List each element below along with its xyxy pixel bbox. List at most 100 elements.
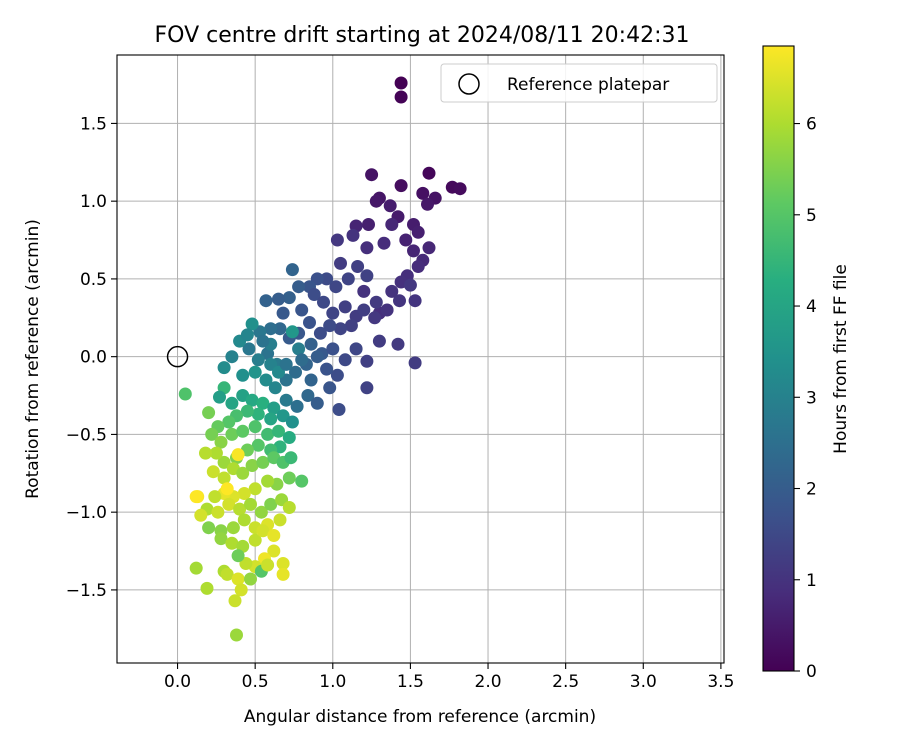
data-point xyxy=(226,521,240,535)
data-point xyxy=(261,474,275,488)
data-point xyxy=(256,524,270,538)
data-point xyxy=(330,368,344,382)
data-point xyxy=(408,356,422,370)
data-point xyxy=(383,199,397,213)
reference-marker-layer xyxy=(166,345,189,368)
data-point xyxy=(189,490,203,504)
data-point xyxy=(217,361,231,375)
data-point xyxy=(276,557,290,570)
data-point xyxy=(242,342,256,356)
data-point xyxy=(385,284,399,298)
data-point xyxy=(268,381,282,395)
data-point xyxy=(285,263,299,277)
data-point xyxy=(272,292,285,306)
data-point xyxy=(194,508,208,522)
legend-marker-icon xyxy=(458,73,480,95)
data-point xyxy=(394,179,408,193)
data-point xyxy=(295,303,309,317)
data-point xyxy=(334,322,347,336)
data-point xyxy=(217,455,231,469)
data-point xyxy=(307,288,321,301)
data-point xyxy=(256,455,270,469)
x-tick-label: 3.5 xyxy=(707,672,734,692)
data-point xyxy=(416,186,430,200)
data-point xyxy=(273,513,287,527)
x-axis-ticks: 0.0 0.5 1.0 1.5 2.0 2.5 3.0 3.5 xyxy=(164,663,734,692)
x-tick-label: 3.0 xyxy=(630,672,657,692)
data-point xyxy=(289,365,302,379)
colorbar-tick-label: 5 xyxy=(806,206,817,226)
data-point xyxy=(261,558,275,572)
data-point xyxy=(408,294,422,308)
data-point xyxy=(178,387,192,401)
data-point xyxy=(422,166,436,180)
data-point xyxy=(220,567,234,581)
data-point xyxy=(220,482,234,496)
data-point xyxy=(329,280,343,294)
data-point xyxy=(362,218,375,231)
data-point xyxy=(407,244,420,258)
data-point xyxy=(208,490,222,504)
data-point xyxy=(230,628,243,642)
data-point xyxy=(369,194,383,208)
data-point xyxy=(411,225,425,239)
legend-entry-reference-platepar: Reference platepar xyxy=(507,75,669,95)
data-point xyxy=(279,393,293,407)
y-tick-label: 1.5 xyxy=(80,114,107,134)
data-point xyxy=(202,521,216,535)
data-point xyxy=(254,505,268,519)
data-point xyxy=(240,328,254,342)
data-point xyxy=(261,427,275,441)
data-point xyxy=(206,465,220,479)
data-point xyxy=(248,482,262,496)
data-point xyxy=(330,233,344,247)
data-point xyxy=(273,322,287,336)
y-tick-label: 0.5 xyxy=(80,270,107,290)
data-point xyxy=(304,373,318,387)
data-point xyxy=(251,407,265,421)
y-tick-label: 1.0 xyxy=(80,192,107,212)
data-point xyxy=(323,319,337,333)
colorbar-gradient xyxy=(763,46,794,671)
data-point xyxy=(393,294,406,308)
data-point xyxy=(411,260,425,273)
data-point xyxy=(360,241,374,255)
data-point xyxy=(217,471,231,485)
colorbar-tick-label: 3 xyxy=(806,388,817,408)
y-tick-label: −1.0 xyxy=(66,503,107,523)
data-point xyxy=(211,505,225,519)
colorbar-tick-label: 1 xyxy=(806,571,817,591)
data-point xyxy=(225,396,239,410)
data-point xyxy=(394,90,408,104)
data-point xyxy=(391,337,405,351)
data-point xyxy=(244,497,257,511)
data-point xyxy=(245,317,259,331)
legend: Reference platepar xyxy=(440,63,718,103)
data-point xyxy=(334,256,347,270)
data-point xyxy=(372,334,386,348)
colorbar-tick-label: 2 xyxy=(806,480,817,500)
data-point xyxy=(256,334,270,348)
data-point xyxy=(199,446,212,460)
data-point xyxy=(360,269,374,283)
data-point xyxy=(267,401,281,415)
data-point xyxy=(245,459,259,472)
data-point xyxy=(351,260,365,273)
colorbar-tick-label: 0 xyxy=(806,662,817,682)
data-point xyxy=(264,322,278,336)
data-point xyxy=(290,399,304,413)
data-point xyxy=(237,513,251,527)
data-point xyxy=(256,396,270,410)
data-point xyxy=(259,294,273,308)
data-point xyxy=(403,278,417,292)
x-tick-label: 0.0 xyxy=(164,672,191,692)
data-point xyxy=(368,311,382,325)
data-point xyxy=(231,572,245,586)
data-point xyxy=(326,306,340,320)
data-point xyxy=(292,342,306,356)
data-point xyxy=(377,236,391,250)
data-point xyxy=(453,182,467,196)
data-point xyxy=(285,415,299,429)
